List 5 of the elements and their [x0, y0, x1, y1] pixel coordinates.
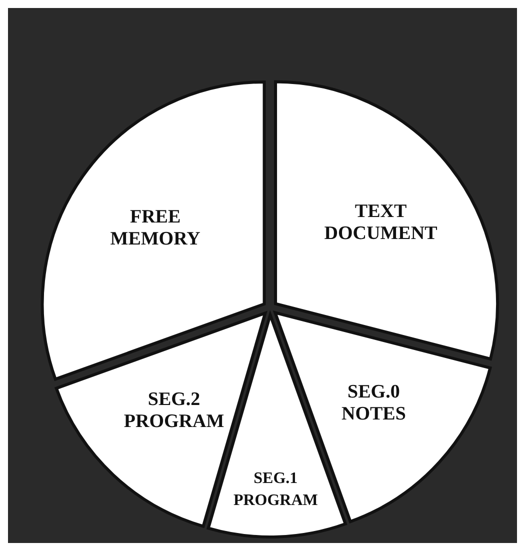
- slice-label: TEXT DOCUMENT: [324, 201, 438, 244]
- slice-label: FREE MEMORY: [110, 206, 201, 250]
- slice-label: SEG.1 PROGRAM: [233, 470, 318, 510]
- slice-label: SEG.2 PROGRAM: [124, 389, 224, 432]
- slice-label: SEG.0 NOTES: [341, 381, 406, 424]
